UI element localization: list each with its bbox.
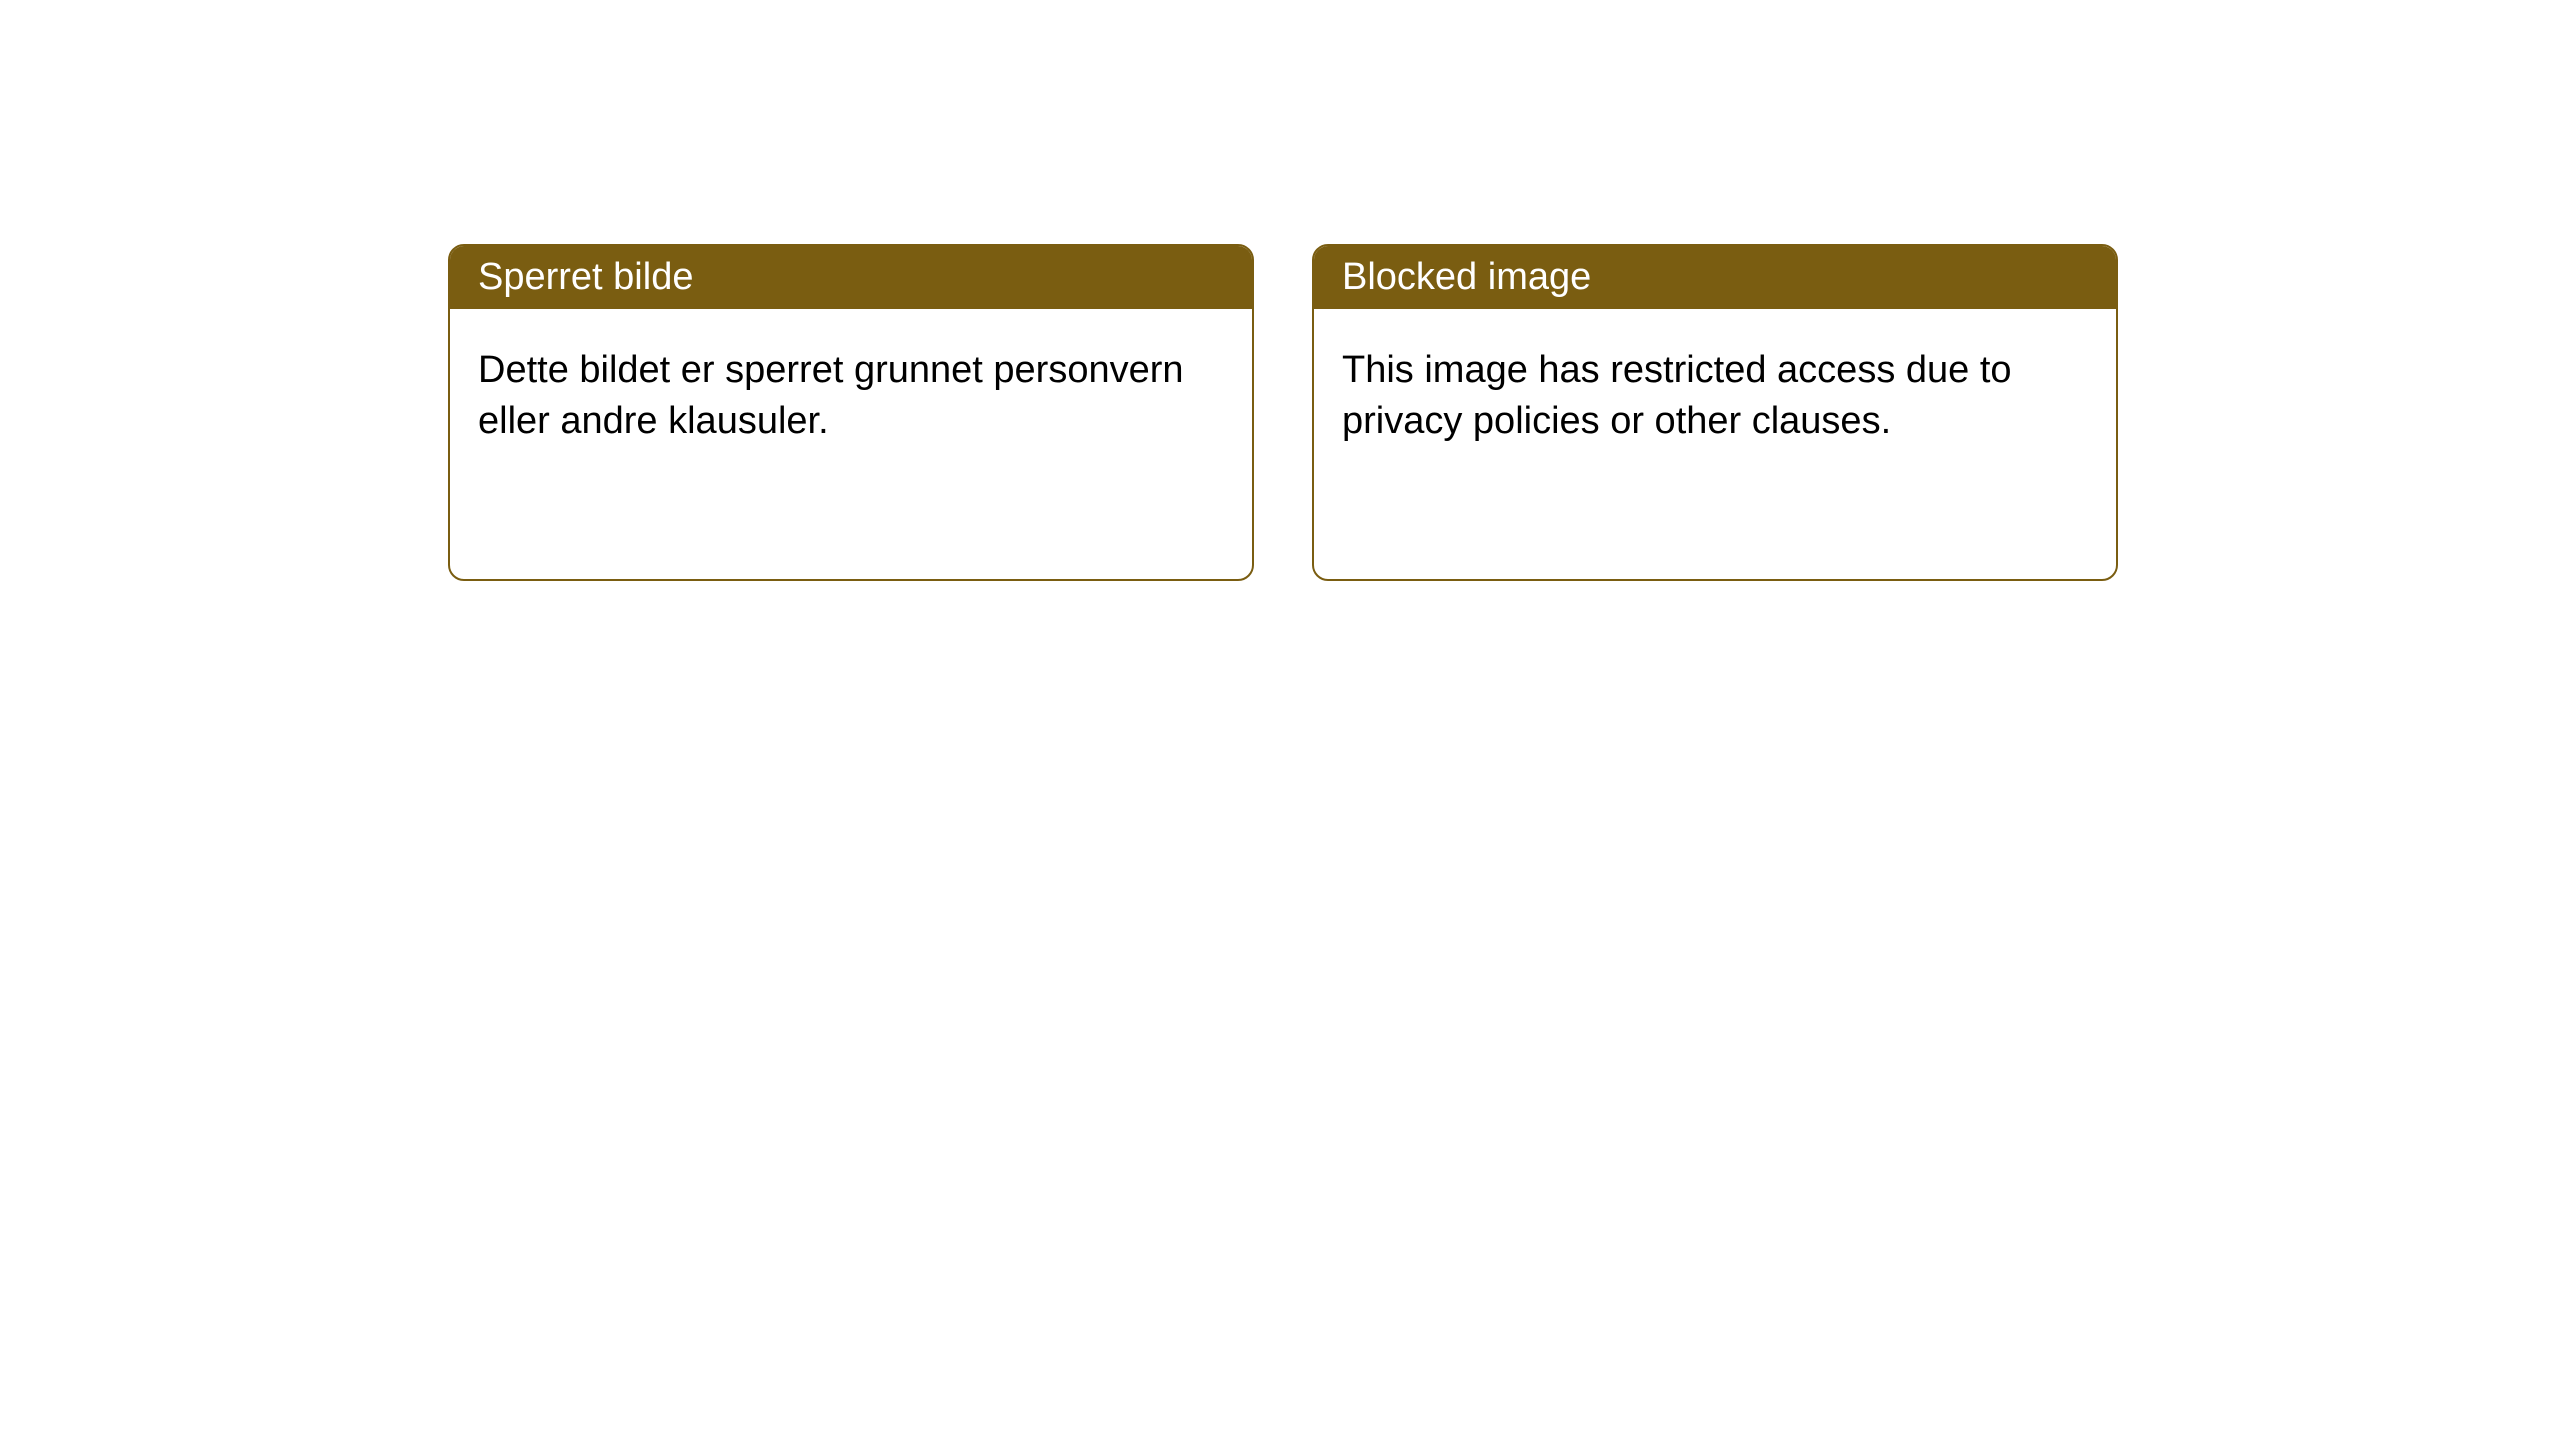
card-body-no: Dette bildet er sperret grunnet personve… <box>450 309 1252 579</box>
card-header-en: Blocked image <box>1314 246 2116 309</box>
card-message-no: Dette bildet er sperret grunnet personve… <box>478 349 1184 442</box>
card-message-en: This image has restricted access due to … <box>1342 349 2012 442</box>
blocked-image-card-en: Blocked image This image has restricted … <box>1312 244 2118 581</box>
card-header-no: Sperret bilde <box>450 246 1252 309</box>
card-container: Sperret bilde Dette bildet er sperret gr… <box>0 0 2560 581</box>
card-body-en: This image has restricted access due to … <box>1314 309 2116 579</box>
card-title-no: Sperret bilde <box>478 256 693 298</box>
card-title-en: Blocked image <box>1342 256 1591 298</box>
blocked-image-card-no: Sperret bilde Dette bildet er sperret gr… <box>448 244 1254 581</box>
